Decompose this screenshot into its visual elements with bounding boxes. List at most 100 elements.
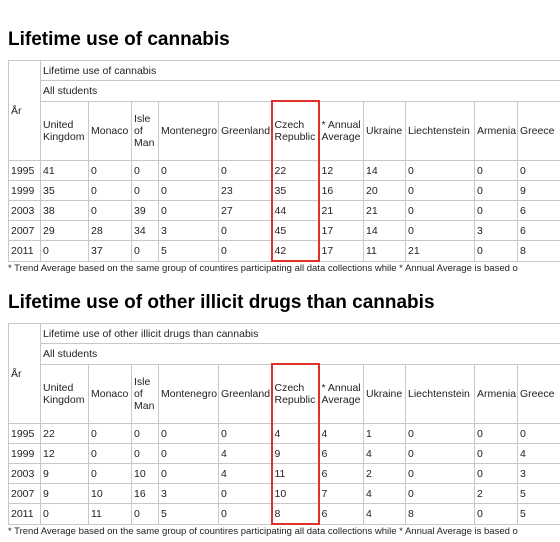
data-row: 1999 12 0 0 0 4 9 6 4 0 0 4 <box>8 443 560 464</box>
value-cell: 0 <box>131 160 159 181</box>
value-cell: 16 <box>131 483 159 504</box>
column-header: Greece <box>516 363 560 424</box>
value-cell: 0 <box>131 423 159 444</box>
value-cell: 0 <box>40 503 89 525</box>
value-cell: 3 <box>516 463 560 484</box>
value-cell: 0 <box>516 423 560 444</box>
value-cell: 4 <box>318 423 364 444</box>
value-cell: 2 <box>474 483 518 504</box>
value-cell: 4 <box>363 503 406 525</box>
row-header: År <box>8 60 41 161</box>
value-cell: 0 <box>158 423 219 444</box>
value-cell: 16 <box>318 180 364 201</box>
value-cell: 38 <box>40 200 89 221</box>
value-cell: 12 <box>318 160 364 181</box>
value-cell: 11 <box>363 240 406 262</box>
column-header: * Annual Average <box>318 363 364 424</box>
data-row: 2003 9 0 10 0 4 11 6 2 0 0 3 <box>8 463 560 484</box>
value-cell: 0 <box>88 200 132 221</box>
value-cell: 35 <box>40 180 89 201</box>
value-cell: 39 <box>131 200 159 221</box>
group-label: All students <box>39 80 560 102</box>
caption-row: År Lifetime use of other illicit drugs th… <box>8 323 560 424</box>
value-cell: 0 <box>88 463 132 484</box>
value-cell: 8 <box>516 240 560 262</box>
value-cell: 3 <box>158 483 219 504</box>
header-row: United Kingdom Monaco Isle of Man Montenegr… <box>9 363 560 424</box>
value-cell: 0 <box>88 160 132 181</box>
column-header: Ukraine <box>363 363 406 424</box>
value-cell: 0 <box>158 180 219 201</box>
column-header: Liechtenstein <box>405 363 475 424</box>
value-cell: 4 <box>363 483 406 504</box>
value-cell: 12 <box>40 443 89 464</box>
value-cell: 3 <box>474 220 518 241</box>
group-row: All students <box>9 80 560 102</box>
year-cell: 2003 <box>8 463 41 484</box>
footnote: * Trend Average based on the same group … <box>8 263 518 274</box>
value-cell: 4 <box>218 443 272 464</box>
data-table: År Lifetime use of other illicit drugs th… <box>8 323 560 525</box>
value-cell: 42 <box>270 240 320 262</box>
caption-row: År Lifetime use of cannabis <box>8 60 560 161</box>
year-cell: 1995 <box>8 160 41 181</box>
value-cell: 0 <box>474 160 518 181</box>
value-cell: 21 <box>363 200 406 221</box>
column-header: Czech Republic <box>270 363 320 424</box>
value-cell: 41 <box>40 160 89 181</box>
value-cell: 14 <box>363 160 406 181</box>
value-cell: 37 <box>88 240 132 262</box>
value-cell: 28 <box>88 220 132 241</box>
value-cell: 21 <box>318 200 364 221</box>
value-cell: 0 <box>474 443 518 464</box>
column-header: Armenia <box>474 100 518 161</box>
value-cell: 5 <box>516 483 560 504</box>
value-cell: 5 <box>158 503 219 525</box>
year-cell: 2007 <box>8 483 41 504</box>
table-caption: Lifetime use of other illicit drugs than… <box>39 323 560 344</box>
year-cell: 2007 <box>8 220 41 241</box>
value-cell: 0 <box>405 483 475 504</box>
value-cell: 0 <box>405 463 475 484</box>
data-row: 2011 0 37 0 5 0 42 17 11 21 0 8 <box>8 240 560 262</box>
value-cell: 27 <box>218 200 272 221</box>
data-row: 1995 41 0 0 0 0 22 12 14 0 0 0 <box>8 160 560 181</box>
column-header: Montenegro <box>158 363 219 424</box>
value-cell: 29 <box>40 220 89 241</box>
value-cell: 0 <box>405 160 475 181</box>
value-cell: 8 <box>270 503 320 525</box>
value-cell: 0 <box>218 220 272 241</box>
value-cell: 0 <box>131 503 159 525</box>
value-cell: 17 <box>318 220 364 241</box>
value-cell: 10 <box>270 483 320 504</box>
data-row: 1995 22 0 0 0 0 4 4 1 0 0 0 <box>8 423 560 444</box>
header-row: United Kingdom Monaco Isle of Man Montenegr… <box>9 100 560 161</box>
value-cell: 9 <box>270 443 320 464</box>
value-cell: 10 <box>88 483 132 504</box>
value-cell: 45 <box>270 220 320 241</box>
value-cell: 8 <box>405 503 475 525</box>
value-cell: 0 <box>158 463 219 484</box>
value-cell: 9 <box>40 463 89 484</box>
value-cell: 14 <box>363 220 406 241</box>
column-header: Greece <box>516 100 560 161</box>
value-cell: 0 <box>158 443 219 464</box>
column-header: Isle of Man <box>131 363 159 424</box>
section: Lifetime use of other illicit drugs than… <box>8 289 560 537</box>
column-header: Isle of Man <box>131 100 159 161</box>
value-cell: 0 <box>405 220 475 241</box>
value-cell: 5 <box>158 240 219 262</box>
section-title: Lifetime use of other illicit drugs than… <box>8 292 435 313</box>
value-cell: 21 <box>405 240 475 262</box>
value-cell: 0 <box>218 240 272 262</box>
value-cell: 0 <box>88 180 132 201</box>
value-cell: 0 <box>474 200 518 221</box>
value-cell: 0 <box>88 423 132 444</box>
value-cell: 10 <box>131 463 159 484</box>
value-cell: 0 <box>218 503 272 525</box>
value-cell: 1 <box>363 423 406 444</box>
value-cell: 0 <box>131 443 159 464</box>
value-cell: 4 <box>218 463 272 484</box>
column-header: Monaco <box>88 363 132 424</box>
value-cell: 0 <box>131 240 159 262</box>
